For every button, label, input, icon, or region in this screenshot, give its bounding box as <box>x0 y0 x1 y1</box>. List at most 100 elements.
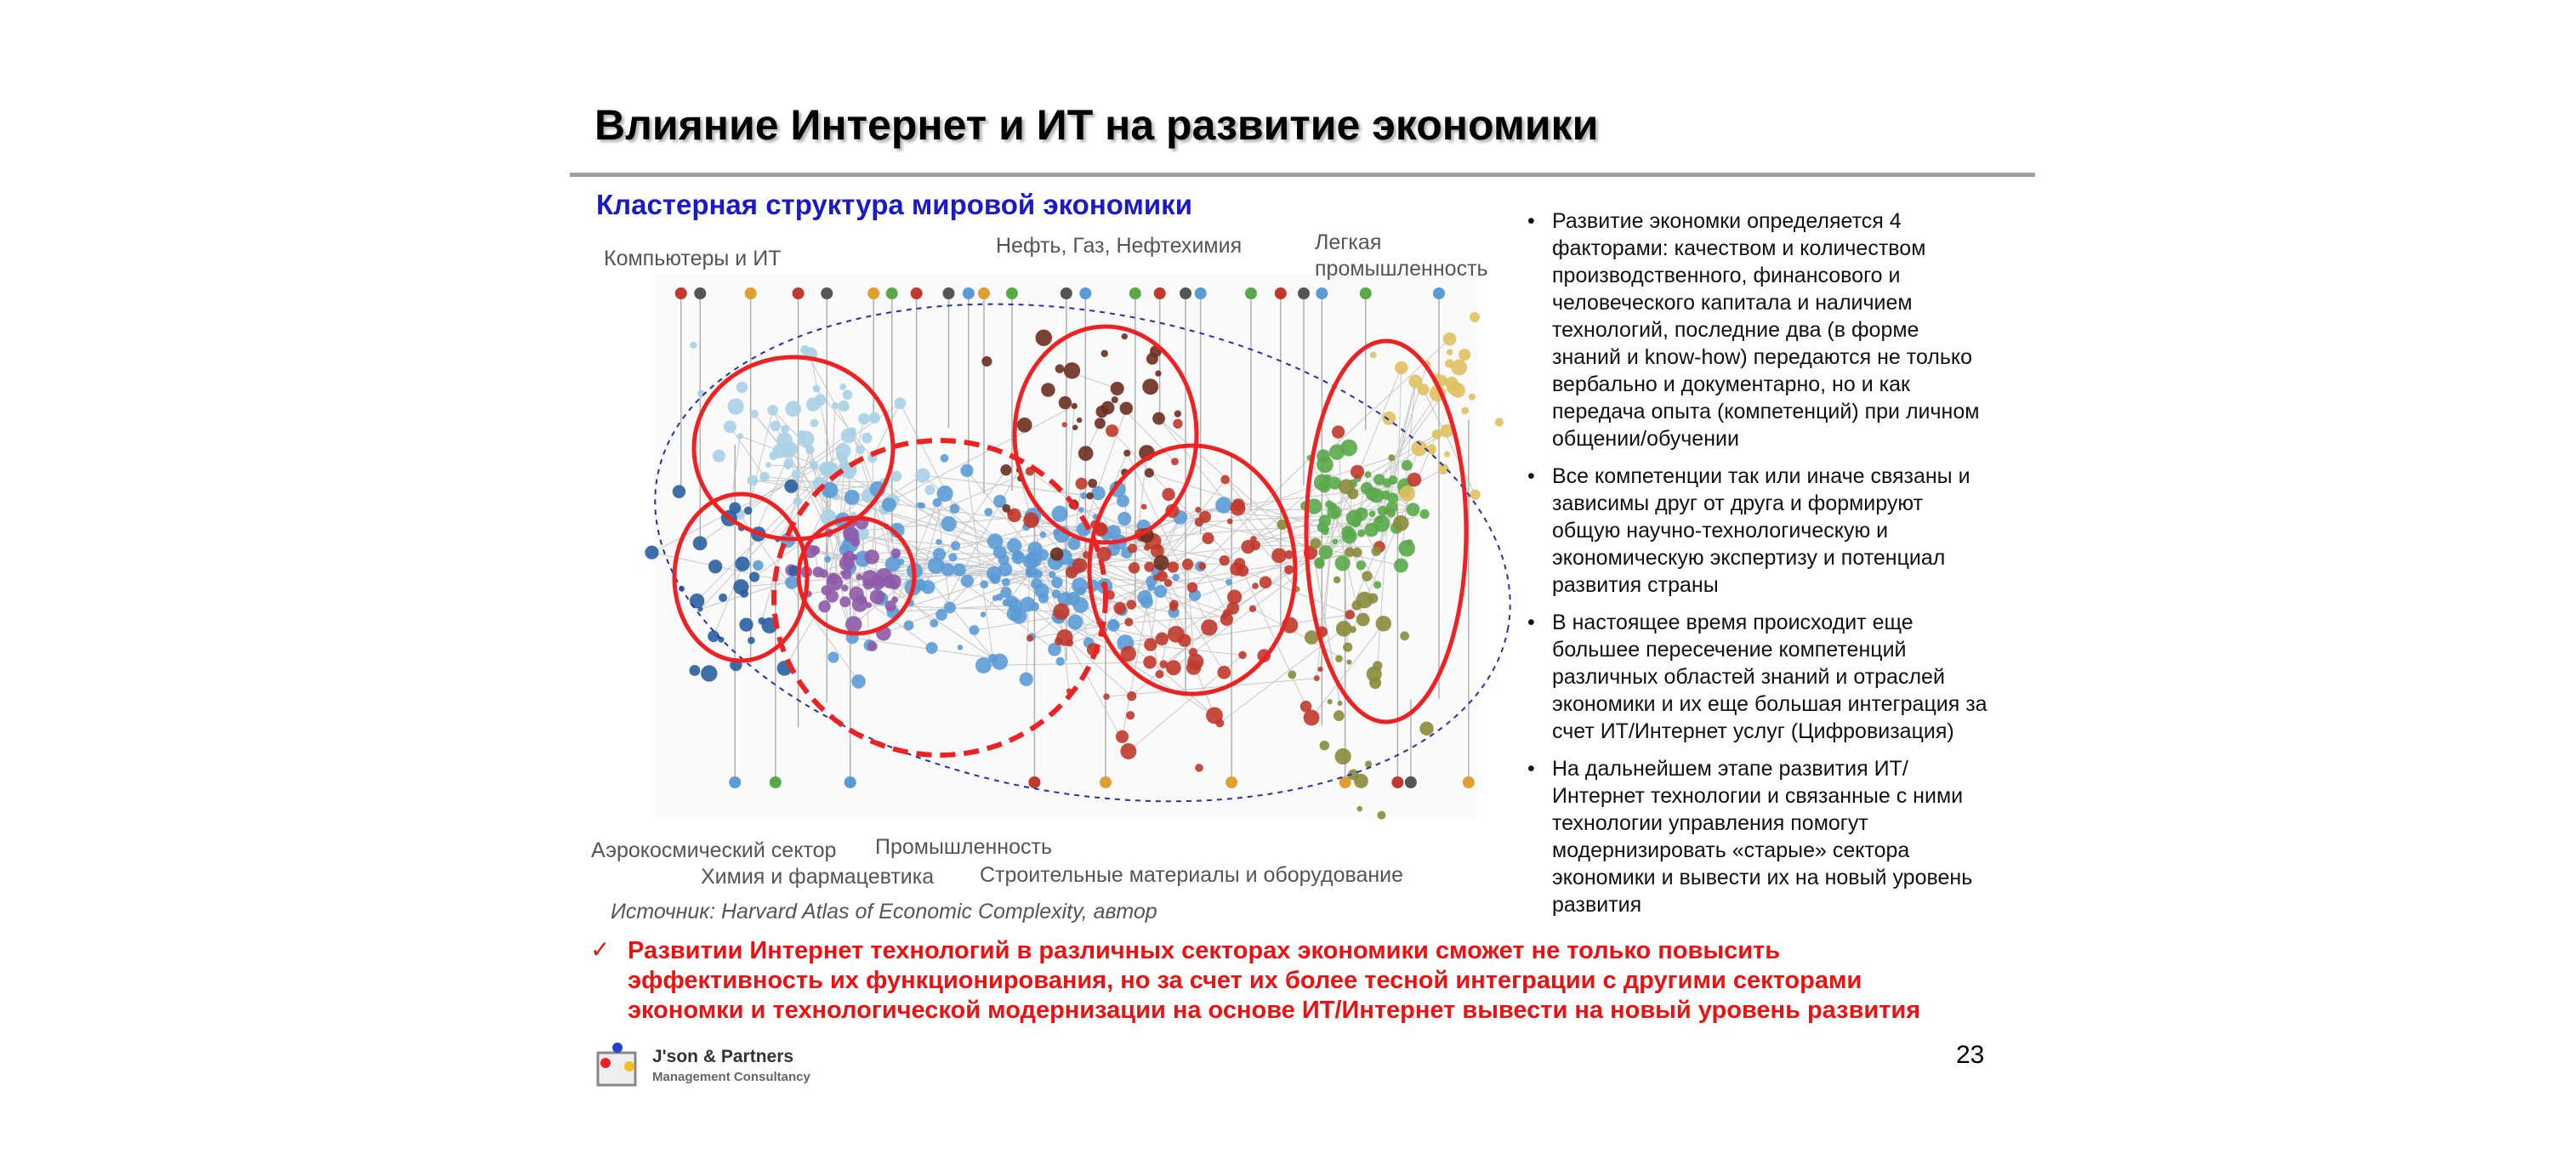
node <box>753 560 764 571</box>
node <box>1137 590 1152 605</box>
node <box>884 600 896 612</box>
node <box>1377 810 1386 820</box>
edge <box>1248 509 1413 548</box>
bullet-line: вербально и документарно, но и как <box>1552 372 1910 396</box>
node <box>891 596 899 604</box>
node <box>719 593 727 602</box>
node <box>1167 561 1180 573</box>
edge <box>1057 618 1215 716</box>
bullet-line: знаний и know-how) передаются не только <box>1552 345 1973 369</box>
node <box>890 548 901 559</box>
node <box>870 575 885 590</box>
node <box>1344 547 1355 558</box>
node <box>1219 554 1230 566</box>
node <box>1155 370 1162 377</box>
node <box>1023 512 1039 528</box>
node <box>1357 529 1366 537</box>
bullet-line: общую научно-технологическую и <box>1552 519 1889 543</box>
node <box>769 451 778 461</box>
edge <box>1252 608 1350 663</box>
node <box>1299 701 1312 713</box>
node <box>1150 543 1164 558</box>
node <box>1318 480 1331 493</box>
node <box>1111 396 1118 404</box>
conclusion-line: экономки и технологической модернизации … <box>628 997 1921 1024</box>
cluster-ring <box>691 355 896 542</box>
node <box>1230 500 1246 516</box>
node <box>917 502 923 509</box>
node <box>767 405 778 416</box>
node <box>1444 451 1451 457</box>
node <box>1382 411 1396 425</box>
icon <box>694 287 707 299</box>
node <box>1461 406 1470 415</box>
node <box>1318 545 1333 560</box>
node <box>708 560 723 574</box>
edge <box>1311 623 1385 719</box>
label: Промышленность <box>875 835 1052 859</box>
bullet-line: технологий, последние два (в форме <box>1552 318 1919 342</box>
node <box>1061 422 1067 428</box>
node <box>996 594 1004 601</box>
node <box>1284 550 1294 560</box>
node <box>957 645 964 651</box>
node <box>1369 676 1382 690</box>
icon <box>1339 776 1351 788</box>
node <box>827 651 839 663</box>
node <box>1172 573 1180 582</box>
node <box>1451 359 1468 376</box>
node <box>1304 630 1319 645</box>
node <box>1063 362 1081 379</box>
node <box>981 355 992 367</box>
edge <box>1202 565 1228 613</box>
bullet-line: зависимы друг от друга и формируют <box>1552 492 1924 515</box>
node <box>800 344 810 355</box>
node <box>1328 476 1342 490</box>
node <box>1088 478 1098 488</box>
bullet-line: На дальнейшем этапе развития ИТ/ <box>1552 757 1908 781</box>
node <box>1323 474 1332 482</box>
node <box>1153 554 1169 571</box>
bullet-list: Развитие экономки определяется 4 факторам… <box>1527 207 1987 929</box>
node <box>748 636 755 645</box>
label: Химия и фармацевтика <box>701 865 935 889</box>
node <box>1417 384 1430 396</box>
node <box>940 453 949 463</box>
node <box>1334 747 1351 765</box>
edge <box>810 354 834 469</box>
node <box>941 515 957 532</box>
node <box>1051 577 1063 588</box>
edge <box>1353 469 1444 519</box>
node <box>735 556 750 571</box>
bullet-line: общении/обучении <box>1552 427 1739 451</box>
bullet-line: Развитие экономки определяется 4 <box>1552 209 1902 233</box>
conclusion: Развитии Интернет технологий в различных… <box>628 936 1920 1026</box>
edge <box>1106 678 1317 697</box>
node <box>1343 642 1353 652</box>
node <box>866 602 873 609</box>
node <box>869 588 885 605</box>
node <box>1470 489 1481 500</box>
node <box>1002 503 1011 513</box>
edge <box>1423 389 1476 495</box>
node <box>1143 656 1157 669</box>
node <box>1066 639 1074 647</box>
node <box>812 566 824 578</box>
node <box>867 641 878 651</box>
cluster-ring <box>1087 443 1298 696</box>
node <box>1349 626 1356 634</box>
node <box>1173 418 1183 429</box>
node <box>1144 561 1155 572</box>
node <box>1327 699 1333 705</box>
node <box>1048 642 1061 656</box>
node <box>672 485 686 498</box>
node <box>1406 539 1413 547</box>
node <box>785 401 802 418</box>
node <box>1091 486 1106 501</box>
node <box>1248 605 1257 613</box>
bullet-line: счет ИТ/Интернет услуг (Цифровизация) <box>1552 719 1954 743</box>
bullet: На дальнейшем этапе развития ИТ/Интернет… <box>1527 755 1987 918</box>
node <box>1144 468 1154 478</box>
icon <box>1129 287 1141 299</box>
node <box>1356 560 1367 571</box>
